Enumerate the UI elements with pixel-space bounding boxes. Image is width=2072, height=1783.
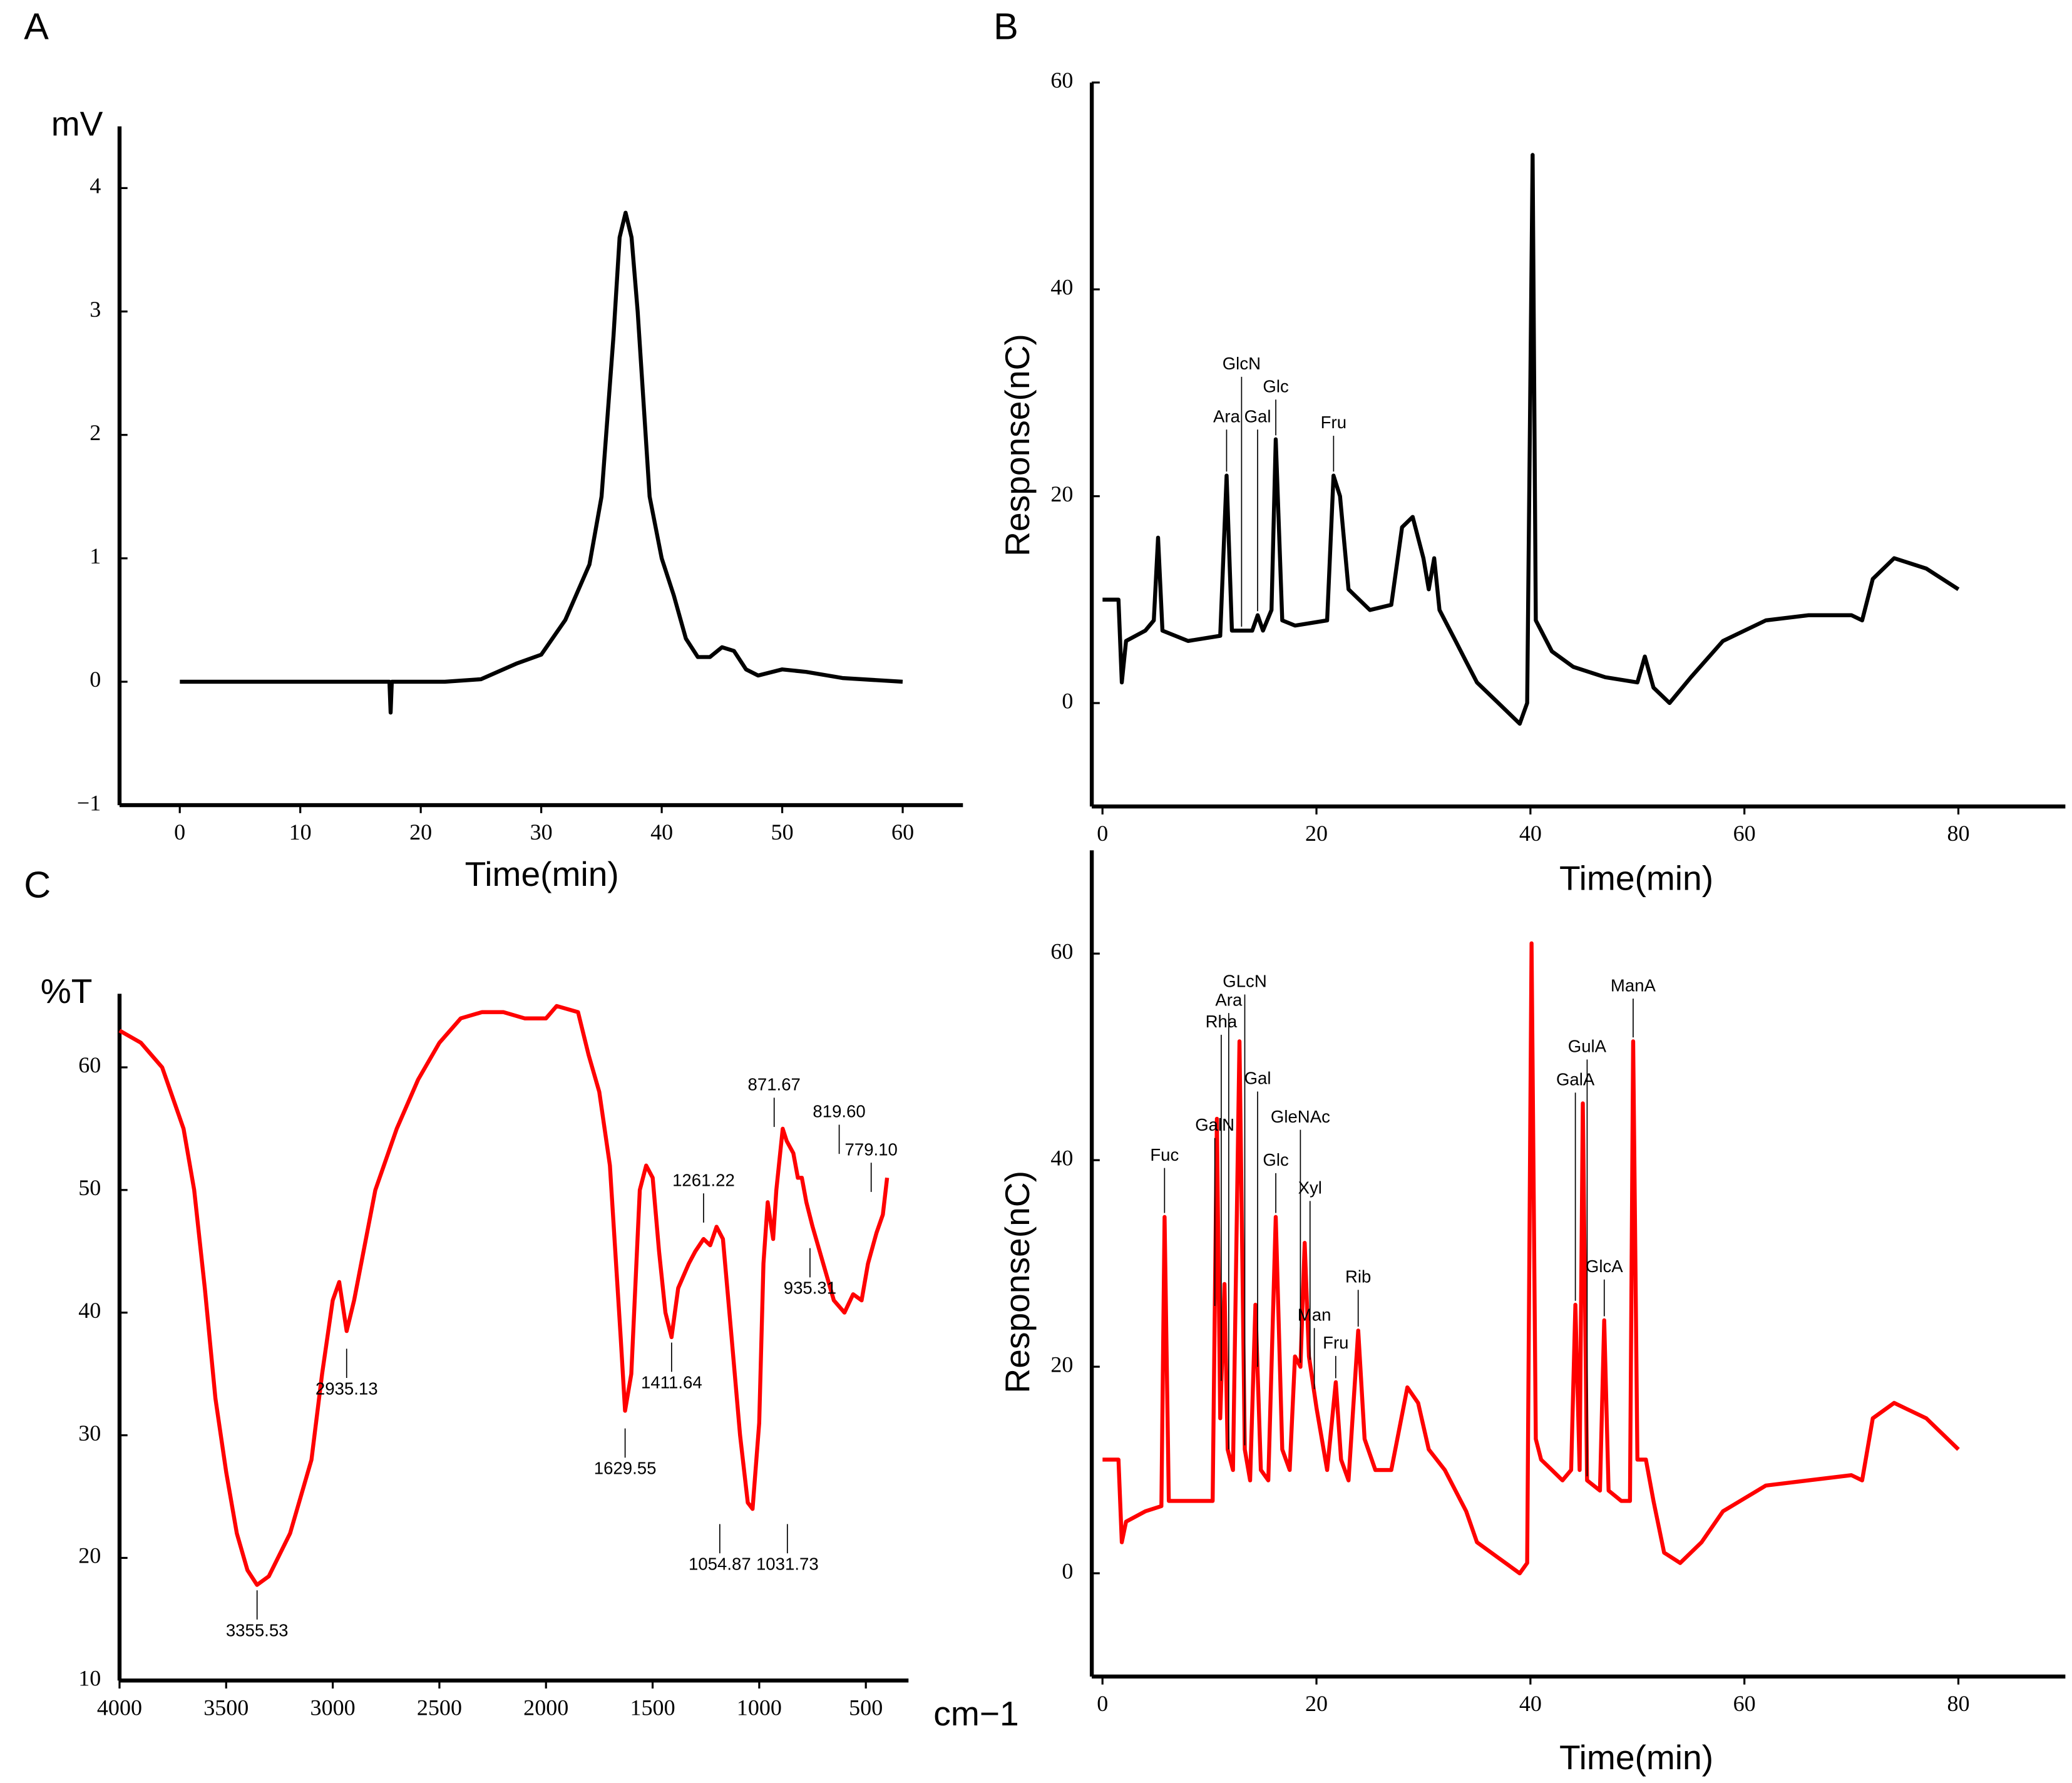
y-tick-label: 40: [1050, 1145, 1073, 1170]
annotation: 1629.55: [594, 1459, 657, 1478]
y-tick-label: 20: [78, 1543, 101, 1568]
data-line: [1102, 153, 1960, 726]
x-tick-label: 30: [530, 820, 553, 845]
y-tick-label: 40: [1050, 275, 1073, 300]
panel-letter: B: [993, 6, 1018, 48]
annotation: Man: [1298, 1305, 1331, 1325]
x-tick-label: 40: [650, 820, 673, 845]
y-tick-label: 0: [1062, 688, 1073, 713]
annotation: GLcN: [1223, 972, 1267, 991]
annotation: GlcN: [1223, 354, 1261, 373]
annotation: 1261.22: [672, 1170, 735, 1190]
annotation: GulA: [1568, 1037, 1607, 1056]
x-tick-label: 3500: [203, 1695, 249, 1720]
annotation: Gal: [1244, 1069, 1271, 1088]
x-tick-label: 50: [771, 820, 794, 845]
annotation: Ara: [1213, 406, 1241, 426]
x-tick-label: 60: [891, 820, 914, 845]
annotation: GleNAc: [1271, 1107, 1330, 1126]
annotation: GalN: [1195, 1115, 1234, 1134]
x-tick-label: 60: [1733, 1691, 1756, 1716]
x-tick-label: 0: [1097, 821, 1108, 846]
x-axis-label: Time(min): [465, 855, 619, 893]
y-axis-label: mV: [51, 104, 103, 143]
annotation: Rib: [1345, 1267, 1371, 1286]
y-tick-label: 0: [90, 667, 101, 692]
annotation: 3355.53: [226, 1620, 289, 1640]
y-tick-label: 3: [90, 297, 101, 322]
annotation: 819.60: [813, 1102, 865, 1121]
y-axis-label: %T: [41, 972, 93, 1010]
annotation: 935.31: [784, 1278, 836, 1298]
annotation: Glc: [1263, 376, 1289, 396]
y-tick-label: 2: [90, 420, 101, 445]
annotation: 1031.73: [756, 1554, 819, 1573]
data-line: [1102, 941, 1960, 1576]
x-tick-label: 500: [849, 1695, 883, 1720]
y-axis-label: Response(nC): [998, 1171, 1037, 1394]
x-tick-label: 40: [1519, 1691, 1542, 1716]
panel-letter: C: [24, 863, 51, 905]
y-tick-label: 50: [78, 1175, 101, 1200]
x-tick-label: 20: [1305, 1691, 1328, 1716]
x-tick-label: 10: [289, 820, 312, 845]
x-tick-label: 0: [174, 820, 185, 845]
annotation: Fru: [1323, 1333, 1348, 1352]
x-tick-label: 80: [1947, 821, 1969, 846]
annotation: Glc: [1263, 1150, 1289, 1169]
x-axis-label: cm−1: [933, 1694, 1018, 1733]
x-tick-label: 3000: [310, 1695, 356, 1720]
data-line: [180, 210, 903, 715]
y-tick-label: 10: [78, 1666, 101, 1691]
x-axis-label: Time(min): [1559, 859, 1713, 898]
annotation: Gal: [1244, 406, 1271, 426]
annotation: ManA: [1611, 975, 1656, 995]
y-tick-label: 1: [90, 543, 101, 568]
annotation: Fuc: [1150, 1145, 1179, 1164]
y-tick-label: 60: [1050, 68, 1073, 93]
y-tick-label: 60: [1050, 938, 1073, 963]
x-tick-label: 0: [1097, 1691, 1108, 1716]
annotation: 779.10: [845, 1139, 898, 1159]
x-tick-label: 1000: [737, 1695, 782, 1720]
x-tick-label: 20: [1305, 821, 1328, 846]
x-tick-label: 2000: [523, 1695, 568, 1720]
annotation: 1411.64: [641, 1373, 702, 1392]
data-line: [118, 1004, 890, 1587]
annotation: Ara: [1215, 990, 1243, 1009]
y-tick-label: 4: [90, 173, 101, 198]
y-tick-label: 0: [1062, 1558, 1073, 1583]
x-tick-label: 80: [1947, 1691, 1969, 1716]
x-tick-label: 60: [1733, 821, 1756, 846]
x-tick-label: 40: [1519, 821, 1542, 846]
panel-letter: A: [24, 6, 49, 48]
annotation: Rha: [1206, 1012, 1238, 1031]
y-tick-label: 60: [78, 1052, 101, 1077]
x-tick-label: 20: [409, 820, 432, 845]
annotation: GalA: [1556, 1069, 1595, 1089]
annotation: Xyl: [1298, 1178, 1322, 1198]
x-tick-label: 4000: [97, 1695, 142, 1720]
annotation: 871.67: [748, 1075, 801, 1094]
y-tick-label: 20: [1050, 1352, 1073, 1377]
annotation: Fru: [1321, 413, 1346, 432]
y-tick-label: 20: [1050, 481, 1073, 506]
annotation: 1054.87: [689, 1554, 751, 1573]
y-tick-label: −1: [77, 790, 101, 815]
y-tick-label: 40: [78, 1298, 101, 1323]
x-tick-label: 1500: [630, 1695, 675, 1720]
annotation: GlcA: [1586, 1256, 1623, 1276]
x-tick-label: 2500: [417, 1695, 462, 1720]
x-axis-label: Time(min): [1559, 1738, 1713, 1777]
y-axis-label: Response(nC): [998, 334, 1037, 557]
y-tick-label: 30: [78, 1421, 101, 1446]
annotation: 2935.13: [315, 1379, 378, 1398]
